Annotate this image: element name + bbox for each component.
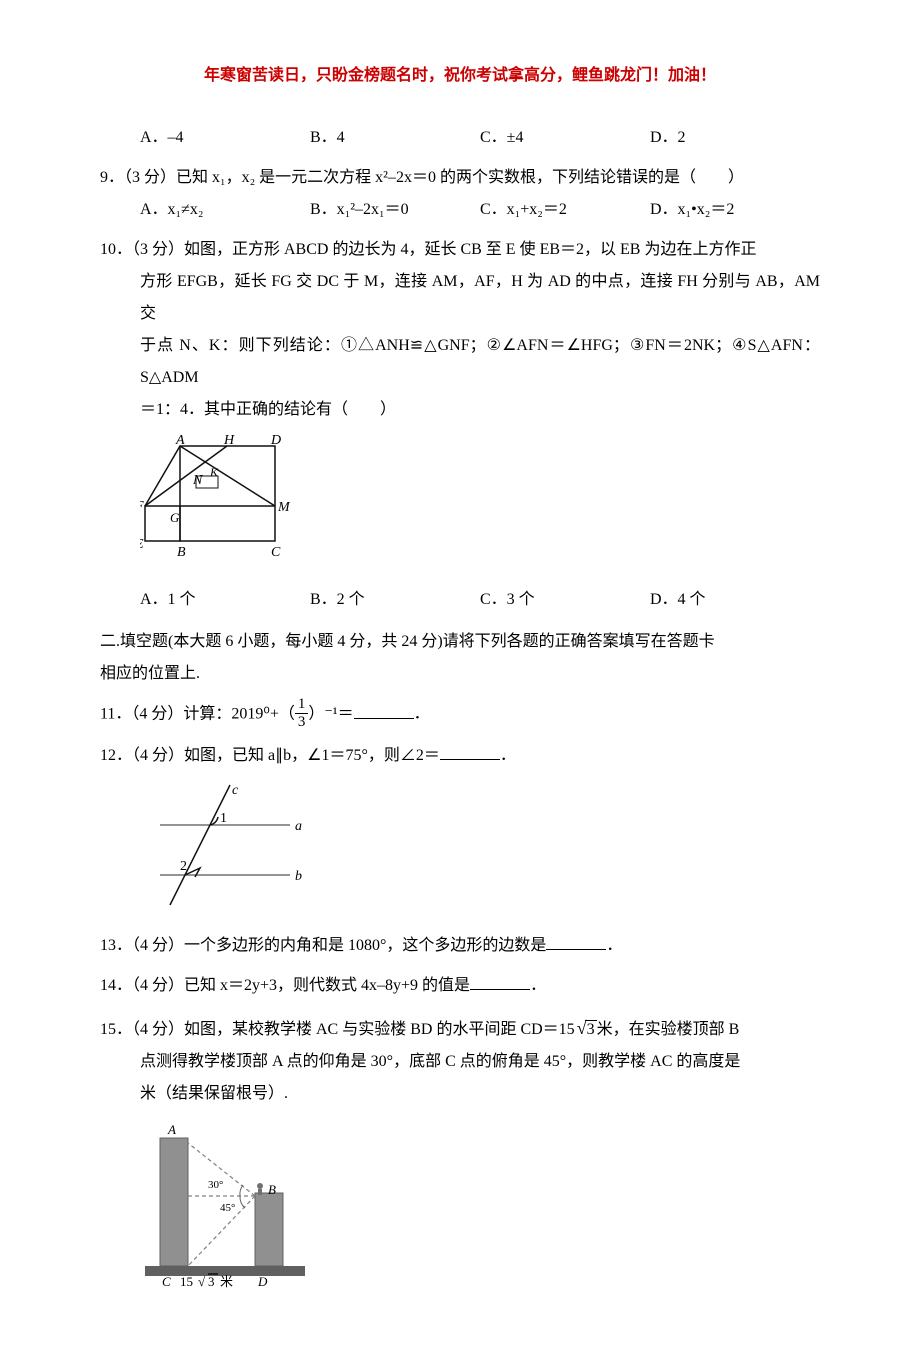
q8-opt-a: A．–4 [140, 122, 310, 154]
q11-prefix: 11．（4 分）计算：2019⁰+（ [100, 706, 295, 723]
q12-figure: c 1 a 2 b [140, 780, 820, 922]
svg-text:B: B [177, 545, 186, 560]
q8-opt-d: D．2 [650, 122, 820, 154]
q9-stem: 9．（3 分）已知 x₁，x₂ 是一元二次方程 x²–2x＝0 的两个实数根，下… [100, 162, 820, 194]
q8-opt-c: C．±4 [480, 122, 650, 154]
q15: 15．（4 分）如图，某校教学楼 AC 与实验楼 BD 的水平间距 CD＝153… [100, 1010, 820, 1300]
q10-opt-a: A．1 个 [140, 584, 310, 616]
q11-suffix: ）⁻¹＝ [308, 706, 353, 723]
svg-text:3: 3 [208, 1274, 215, 1288]
svg-text:1: 1 [220, 811, 227, 826]
section-2-line2: 相应的位置上. [100, 665, 200, 682]
svg-text:A: A [175, 434, 185, 448]
q12: 12．（4 分）如图，已知 a∥b，∠1＝75°，则∠2＝ ． c 1 a 2 [100, 740, 820, 922]
q10: 10．（3 分）如图，正方形 ABCD 的边长为 4，延长 CB 至 E 使 E… [100, 234, 820, 616]
q15-part1: 15．（4 分）如图，某校教学楼 AC 与实验楼 BD 的水平间距 CD＝15 [100, 1021, 575, 1038]
q15-line3: 米（结果保留根号）. [100, 1078, 820, 1110]
q10-options: A．1 个 B．2 个 C．3 个 D．4 个 [100, 584, 820, 616]
section-2-title: 二.填空题(本大题 6 小题，每小题 4 分，共 24 分)请将下列各题的正确答… [100, 626, 820, 690]
q8-options: A．–4 B．4 C．±4 D．2 [100, 122, 820, 154]
svg-text:B: B [268, 1182, 276, 1197]
q11-end: ． [414, 706, 430, 723]
q9-opt-d: D．x₁•x₂＝2 [650, 194, 820, 226]
q14-blank [470, 974, 530, 990]
svg-text:D: D [270, 434, 281, 448]
page-header-motivational: 年寒窗苦读日，只盼金榜题名时，祝你考试拿高分，鲤鱼跳龙门！加油！ [100, 60, 820, 92]
q12-blank [440, 744, 500, 760]
q10-stem-1: 10．（3 分）如图，正方形 ABCD 的边长为 4，延长 CB 至 E 使 E… [100, 234, 820, 266]
svg-text:45°: 45° [220, 1202, 235, 1214]
svg-text:N: N [192, 473, 203, 488]
svg-text:C: C [162, 1274, 171, 1288]
svg-text:M: M [277, 500, 291, 515]
svg-text:c: c [232, 783, 239, 798]
q9-opt-b: B．x₁²–2x₁＝0 [310, 194, 480, 226]
q10-opt-d: D．4 个 [650, 584, 820, 616]
q11-fraction: 13 [295, 696, 309, 730]
q10-figure: A H D N K F G M E B C [140, 434, 820, 576]
svg-text:米: 米 [220, 1274, 233, 1288]
svg-text:D: D [257, 1274, 268, 1288]
q13: 13．（4 分）一个多边形的内角和是 1080°，这个多边形的边数是 ． [100, 930, 820, 962]
q10-opt-b: B．2 个 [310, 584, 480, 616]
q9: 9．（3 分）已知 x₁，x₂ 是一元二次方程 x²–2x＝0 的两个实数根，下… [100, 162, 820, 226]
q11: 11．（4 分）计算：2019⁰+（13）⁻¹＝ ． [100, 698, 820, 732]
svg-text:15: 15 [180, 1274, 193, 1288]
svg-text:2: 2 [180, 859, 187, 874]
svg-text:F: F [140, 499, 144, 514]
q12-stem: 12．（4 分）如图，已知 a∥b，∠1＝75°，则∠2＝ [100, 747, 440, 764]
svg-text:√: √ [198, 1274, 206, 1288]
q8-opt-b: B．4 [310, 122, 480, 154]
svg-text:E: E [140, 537, 144, 552]
q14: 14．（4 分）已知 x＝2y+3，则代数式 4x–8y+9 的值是 ． [100, 970, 820, 1002]
q14-stem: 14．（4 分）已知 x＝2y+3，则代数式 4x–8y+9 的值是 [100, 977, 470, 994]
svg-text:A: A [167, 1122, 176, 1137]
q10-stem-3: 于点 N、K：则下列结论：①△ANH≌△GNF；②∠AFN＝∠HFG；③FN＝2… [100, 330, 820, 394]
q12-end: ． [500, 747, 516, 764]
q15-sqrt1: 3 [575, 1010, 597, 1046]
section-2-line1: 二.填空题(本大题 6 小题，每小题 4 分，共 24 分)请将下列各题的正确答… [100, 633, 715, 650]
svg-text:b: b [295, 869, 302, 884]
q10-stem-4: ＝1：4．其中正确的结论有（ ） [100, 394, 820, 426]
q15-part2: 米，在实验楼顶部 B [597, 1021, 740, 1038]
svg-text:H: H [223, 434, 235, 448]
q15-figure: A B C D 30° 45° 15 √ 3 米 [140, 1118, 820, 1300]
q9-opt-a: A．x₁≠x₂ [140, 194, 310, 226]
q14-end: ． [530, 977, 546, 994]
svg-text:G: G [170, 510, 180, 525]
svg-text:a: a [295, 819, 302, 834]
q9-opt-c: C．x₁+x₂＝2 [480, 194, 650, 226]
q15-line2: 点测得教学楼顶部 A 点的仰角是 30°，底部 C 点的俯角是 45°，则教学楼… [100, 1046, 820, 1078]
q10-stem-2: 方形 EFGB，延长 FG 交 DC 于 M，连接 AM，AF，H 为 AD 的… [100, 266, 820, 330]
q10-opt-c: C．3 个 [480, 584, 650, 616]
q13-end: ． [606, 937, 622, 954]
q13-blank [546, 934, 606, 950]
svg-text:30°: 30° [208, 1179, 223, 1191]
q13-stem: 13．（4 分）一个多边形的内角和是 1080°，这个多边形的边数是 [100, 937, 546, 954]
q11-blank [354, 703, 414, 719]
q9-options: A．x₁≠x₂ B．x₁²–2x₁＝0 C．x₁+x₂＝2 D．x₁•x₂＝2 [100, 194, 820, 226]
svg-text:C: C [271, 545, 281, 560]
